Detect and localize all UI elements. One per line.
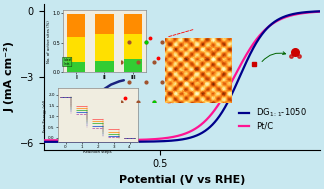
DG$_{1:1}$-1050	[113, 141, 117, 143]
DG$_{1:1}$-1050	[42, 141, 46, 143]
DG$_{1:1}$-1050	[318, 10, 322, 12]
DG$_{1:1}$-1050	[91, 141, 95, 143]
Pt/C	[226, 87, 230, 90]
Legend: DG$_{1:1}$-1050, Pt/C: DG$_{1:1}$-1050, Pt/C	[236, 103, 310, 134]
Pt/C	[318, 11, 322, 13]
X-axis label: Potential (V vs RHE): Potential (V vs RHE)	[119, 175, 245, 185]
Pt/C	[204, 119, 208, 121]
Line: DG$_{1:1}$-1050: DG$_{1:1}$-1050	[44, 11, 320, 142]
DG$_{1:1}$-1050	[167, 140, 170, 142]
Pt/C	[91, 139, 95, 141]
DG$_{1:1}$-1050	[204, 129, 208, 131]
Line: Pt/C: Pt/C	[44, 12, 320, 140]
Pt/C	[250, 45, 254, 47]
DG$_{1:1}$-1050	[226, 100, 230, 103]
Pt/C	[113, 139, 117, 141]
Y-axis label: J (mA cm⁻²): J (mA cm⁻²)	[4, 41, 14, 112]
DG$_{1:1}$-1050	[250, 50, 254, 52]
Pt/C	[167, 136, 170, 139]
Pt/C	[42, 139, 46, 141]
